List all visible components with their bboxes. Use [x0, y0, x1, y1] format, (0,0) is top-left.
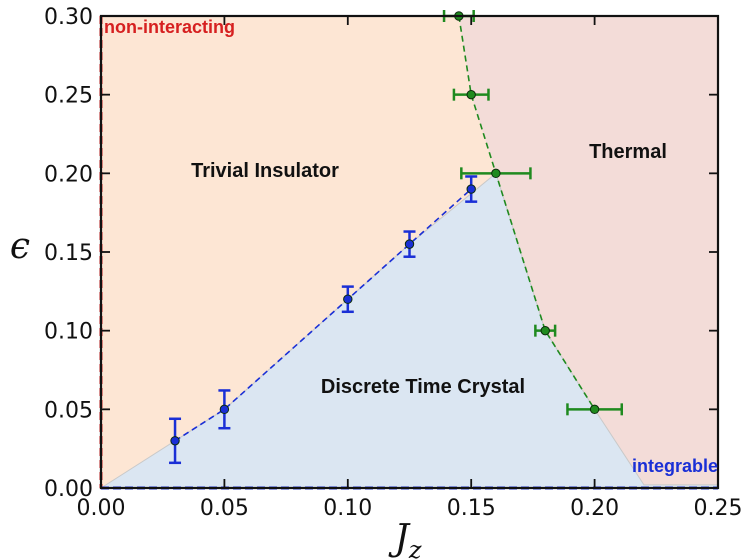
data-point: [343, 294, 353, 304]
y-tick-label: 0.15: [44, 241, 93, 266]
x-tick-label: 0.00: [77, 496, 126, 521]
data-point: [491, 168, 501, 179]
edge-label-non-interacting: non-interacting: [104, 17, 235, 37]
data-point: [466, 89, 476, 100]
y-tick-label: 0.05: [44, 398, 93, 423]
region-label-trivial-insulator: Trivial Insulator: [191, 160, 339, 182]
edge-label-integrable: integrable: [632, 456, 718, 476]
x-tick-label: 0.20: [570, 496, 619, 521]
region-label-thermal: Thermal: [589, 141, 667, 163]
x-axis-label-subscript: z: [408, 536, 422, 559]
y-tick-label: 0.10: [44, 320, 93, 345]
data-point: [170, 436, 180, 446]
region-label-discrete-time-crystal: Discrete Time Crystal: [321, 376, 525, 398]
region-thermal: [458, 16, 718, 485]
data-point: [219, 404, 230, 415]
y-tick-label: 0.30: [44, 5, 93, 30]
data-point: [404, 239, 415, 249]
x-tick-label: 0.15: [447, 496, 496, 521]
x-tick-label: 0.25: [694, 496, 743, 521]
phase-regions: [99, 16, 719, 489]
x-tick-label: 0.10: [323, 496, 372, 521]
x-axis-label-main: J: [387, 518, 411, 559]
data-point: [466, 184, 476, 194]
y-tick-label: 0.20: [44, 162, 93, 187]
x-tick-label: 0.05: [200, 496, 249, 521]
y-tick-label: 0.00: [44, 477, 93, 502]
data-point: [589, 404, 600, 415]
y-tick-label: 0.25: [44, 84, 93, 109]
axis-ticks: 0.00 0.05 0.10 0.15 0.20 0.25 0.00 0.05 0.10 0.15…: [44, 5, 742, 521]
y-axis-label: ϵ: [10, 226, 30, 267]
x-axis-label: Jz: [387, 518, 421, 559]
data-point: [540, 325, 550, 336]
